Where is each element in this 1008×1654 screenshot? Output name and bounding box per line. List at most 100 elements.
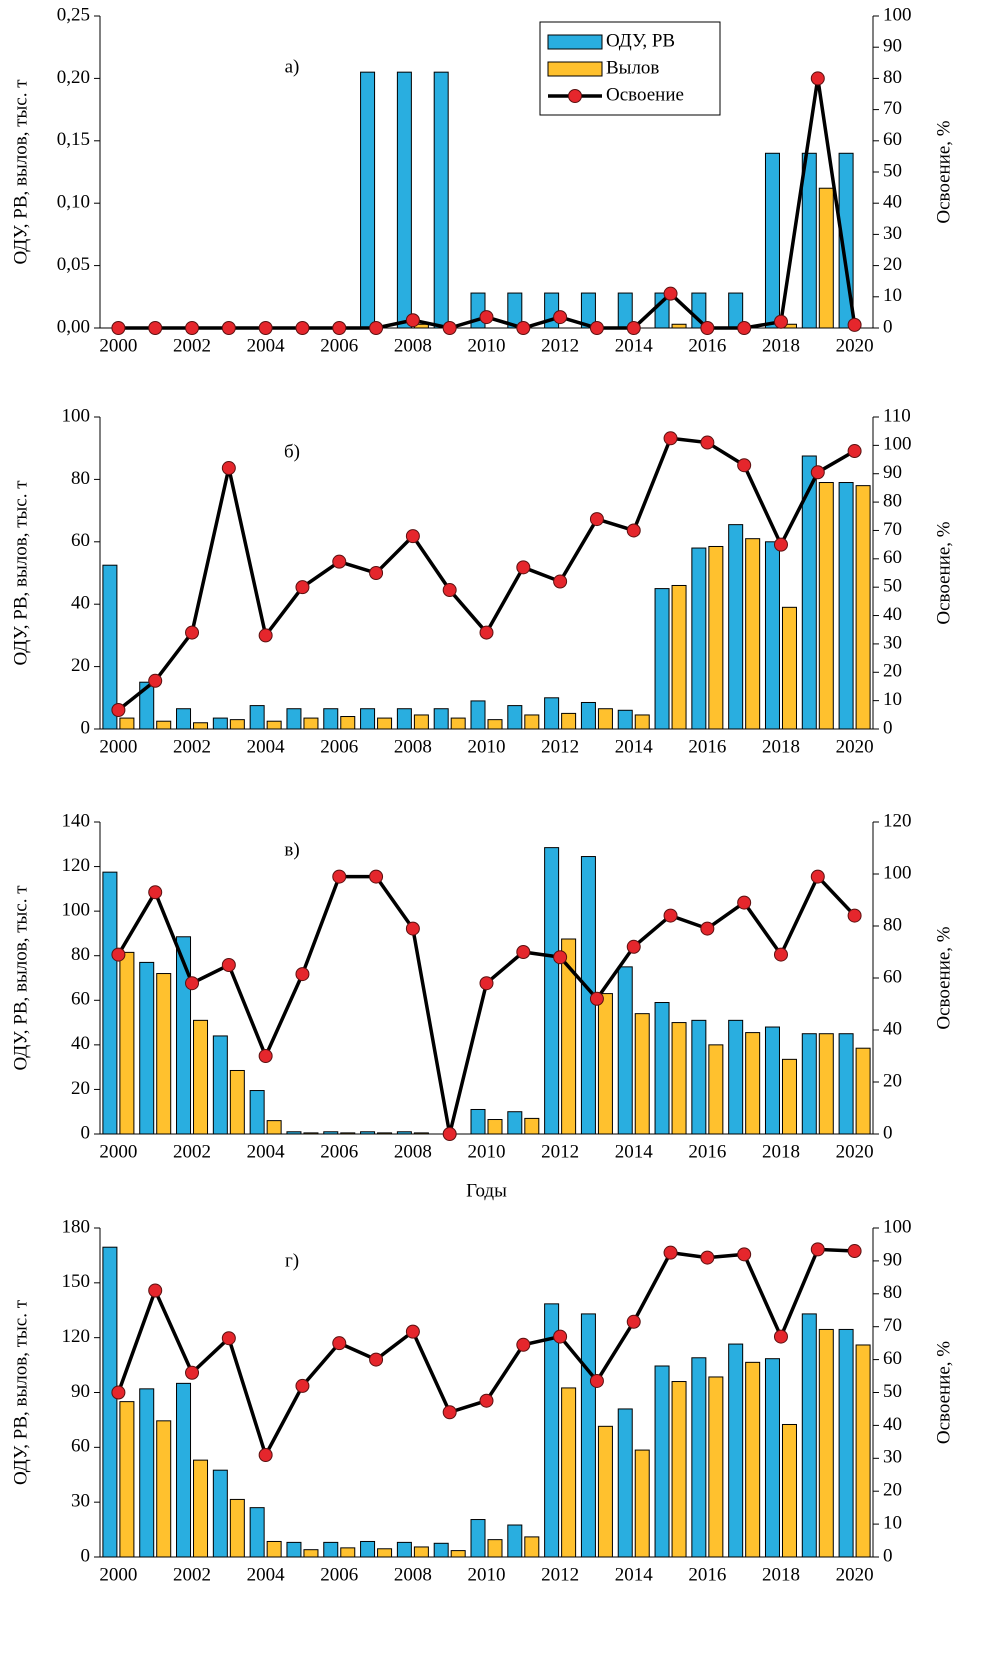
line-marker [700,321,715,335]
bar [413,1132,429,1135]
x-tick-label: 2002 [173,736,211,757]
bar [654,1002,670,1135]
y2-tick-label: 120 [883,810,912,831]
line-marker [295,580,310,595]
y2-tick-label: 40 [883,604,902,625]
y-tick-label: 20 [71,1078,90,1099]
legend-swatch [547,61,603,77]
y-tick-label: 80 [71,468,90,489]
line-marker [148,321,163,335]
y2-tick-label: 70 [883,98,902,119]
line-marker [589,321,604,335]
legend-marker [568,89,582,103]
bar [212,1469,228,1558]
line-marker [258,628,273,643]
bar [818,1033,834,1135]
panel-label: б) [284,441,300,462]
bar [634,714,650,730]
x-tick-label: 2018 [762,335,800,356]
bar [470,1108,486,1135]
bar [286,708,302,730]
y2-tick-label: 50 [883,1381,902,1402]
bar [487,1539,503,1558]
x-axis-label: Годы [466,1180,507,1201]
bar [193,722,209,730]
line-marker [442,583,457,598]
y2-tick-label: 100 [883,4,912,25]
line-marker [148,885,163,900]
x-tick-label: 2010 [468,335,506,356]
y-tick-label: 0 [81,1545,91,1566]
bar [544,847,560,1135]
bar [691,292,707,329]
bar [229,719,245,730]
bar [433,1542,449,1558]
x-tick-label: 2008 [394,335,432,356]
line-marker [332,321,347,335]
line-marker [295,967,310,982]
y2-tick-label: 90 [883,462,902,483]
bar [781,606,797,730]
y2-tick-label: 110 [883,405,911,426]
line-marker [773,314,788,329]
bar [524,1536,540,1558]
bar [119,951,135,1135]
x-tick-label: 2012 [541,736,579,757]
line-marker [442,1127,457,1141]
x-tick-label: 2018 [762,736,800,757]
x-tick-label: 2002 [173,1141,211,1162]
line-marker [700,921,715,936]
y-tick-label: 100 [62,900,91,921]
line-marker [258,1448,273,1463]
line-marker [442,321,457,335]
bar [544,697,560,730]
line-marker [589,991,604,1006]
x-tick-label: 2016 [688,736,726,757]
line-marker [737,458,752,473]
bar [691,547,707,730]
bar [303,717,319,730]
bar [654,292,670,329]
bar [323,1131,339,1135]
line-marker [773,537,788,552]
bar [102,564,118,730]
bar [396,708,412,730]
y2-tick-label: 80 [883,1282,902,1303]
line-marker [626,321,641,335]
x-tick-label: 2010 [468,736,506,757]
bar [617,966,633,1135]
line-marker [479,625,494,640]
bar [286,1541,302,1558]
y-tick-label: 90 [71,1381,90,1402]
y-axis-label: ОДУ, РВ, вылов, тыс. т [10,1299,31,1485]
y2-tick-label: 40 [883,1414,902,1435]
line [116,873,856,1135]
bar [634,1013,650,1135]
x-tick-label: 2020 [836,736,874,757]
line-marker [847,444,862,459]
bar [102,1246,118,1558]
bar [229,1498,245,1558]
bar [323,708,339,730]
y2-tick-label: 80 [883,490,902,511]
bar [176,1382,192,1558]
x-tick-label: 2002 [173,335,211,356]
bar [119,717,135,730]
line-marker [700,1250,715,1265]
y-tick-label: 0,15 [57,129,90,150]
line-marker [405,921,420,936]
bar [193,1019,209,1135]
bar [340,1547,356,1558]
bar [450,717,466,730]
line-marker [332,554,347,569]
bar [801,1313,817,1558]
bar [487,719,503,730]
bar [413,1546,429,1558]
y2-tick-label: 0 [883,316,893,337]
y-tick-label: 120 [62,855,91,876]
x-tick-label: 2012 [541,335,579,356]
line-marker [258,1049,273,1063]
line-marker [810,869,825,884]
y2-tick-label: 50 [883,576,902,597]
